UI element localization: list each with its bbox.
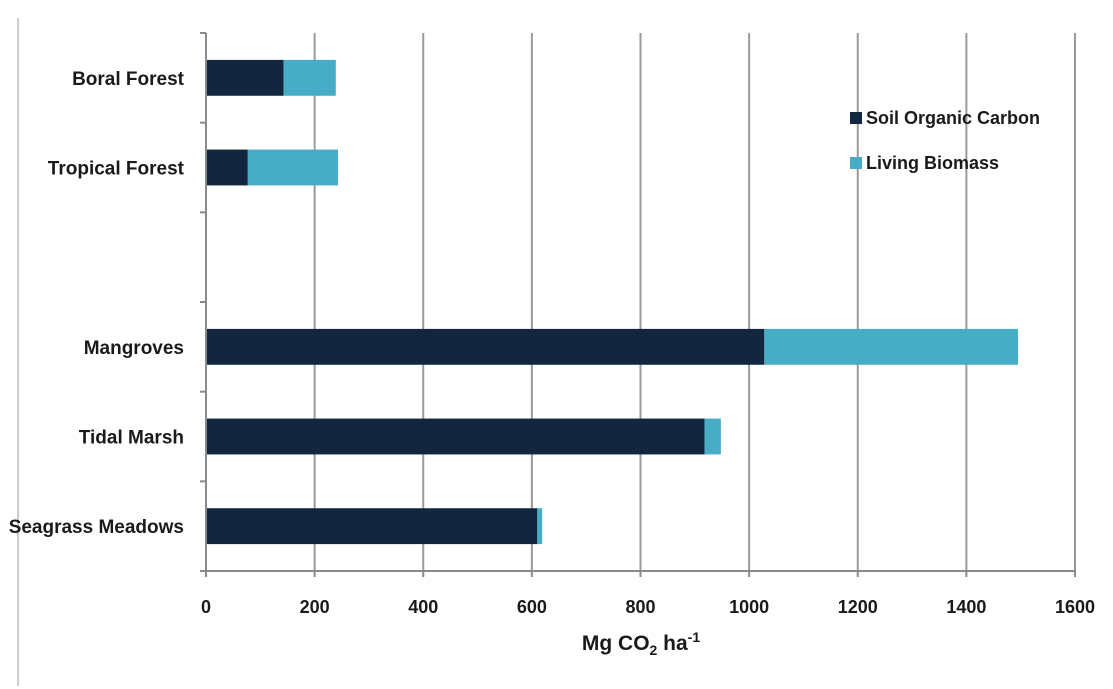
bar-living-biomass [537, 508, 543, 545]
legend-swatch [850, 112, 862, 124]
x-tick-label: 400 [408, 597, 438, 617]
x-tick-label: 1000 [729, 597, 769, 617]
bar-soil-organic-carbon [206, 328, 765, 365]
x-tick-label: 200 [300, 597, 330, 617]
bars [206, 59, 1018, 545]
category-labels: Boral Forest Tropical Forest Mangroves Tida… [9, 69, 185, 538]
legend-swatch [850, 157, 862, 169]
bar-living-biomass [704, 418, 721, 455]
bar-living-biomass [283, 59, 336, 96]
bar-soil-organic-carbon [206, 418, 705, 455]
bar-living-biomass [764, 328, 1018, 365]
bar-living-biomass [247, 149, 338, 186]
category-label: Mangroves [84, 338, 184, 359]
x-tick-label: 1200 [838, 597, 878, 617]
bar-soil-organic-carbon [206, 149, 248, 186]
axes [200, 32, 1076, 577]
category-label: Tidal Marsh [79, 428, 184, 449]
category-label: Boral Forest [72, 69, 185, 90]
x-tick-label: 1600 [1055, 597, 1095, 617]
x-tick-labels: 0 200 400 600 800 1000 1200 1400 1600 [201, 597, 1095, 617]
category-label: Seagrass Meadows [9, 517, 184, 538]
x-axis-title: Mg CO2 ha-1 [582, 629, 700, 658]
x-tick-label: 1400 [946, 597, 986, 617]
legend: Soil Organic Carbon Living Biomass [850, 108, 1040, 173]
bar-soil-organic-carbon [206, 508, 538, 545]
legend-label: Living Biomass [866, 153, 999, 173]
x-tick-label: 800 [625, 597, 655, 617]
x-tick-label: 0 [201, 597, 211, 617]
category-label: Tropical Forest [48, 159, 185, 180]
legend-label: Soil Organic Carbon [866, 108, 1040, 128]
x-tick-label: 600 [517, 597, 547, 617]
bar-soil-organic-carbon [206, 59, 284, 96]
